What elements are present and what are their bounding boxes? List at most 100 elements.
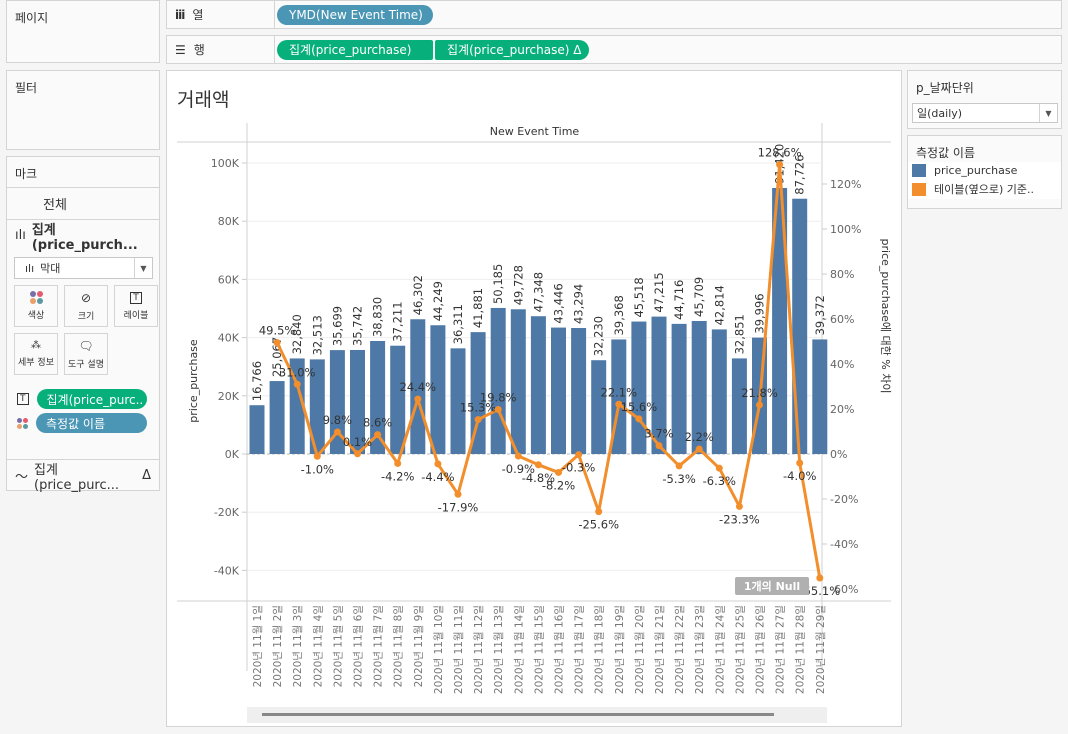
color-pill[interactable]: 측정값 이름 <box>36 413 147 433</box>
pct-diff-point <box>575 451 583 459</box>
bar-value-label: 44,716 <box>672 280 686 320</box>
bar-chart-icon: ılı <box>25 261 35 275</box>
bar <box>671 323 687 454</box>
bar-value-label: 32,840 <box>290 314 304 354</box>
pct-diff-label: 8.6% <box>363 416 392 430</box>
columns-shelf[interactable]: iii 열 YMD(New Event Time) <box>166 0 1062 29</box>
bar <box>350 349 365 454</box>
bar-value-label: 16,766 <box>250 361 264 401</box>
horizontal-scrollbar-thumb[interactable] <box>262 713 774 716</box>
delta-icon: Δ <box>142 468 151 483</box>
size-icon: ⊘ <box>80 290 92 305</box>
bar <box>510 309 526 454</box>
bar-value-label: 37,211 <box>391 301 405 341</box>
pct-diff-point <box>796 459 804 467</box>
rows-pill-price[interactable]: 집계(price_purchase) <box>277 39 433 60</box>
pct-diff-point <box>434 460 442 468</box>
y2-tick-label: -20% <box>830 493 858 506</box>
pct-diff-label: 3.7% <box>644 427 673 441</box>
bar <box>530 316 546 454</box>
null-badge-label: 1개의 Null <box>744 579 800 593</box>
y-tick-label: 80K <box>218 215 240 228</box>
x-tick-label: 2020년 11월 26일 <box>754 605 767 694</box>
rows-icon: ☰ <box>175 42 186 57</box>
pct-diff-label: 22.1% <box>601 385 638 399</box>
bar-value-label: 49,728 <box>511 265 525 305</box>
bar-value-label: 36,311 <box>451 304 465 344</box>
pct-diff-label: -5.3% <box>662 472 695 486</box>
date-unit-dropdown[interactable]: 일(daily) ▼ <box>912 103 1058 123</box>
columns-pill-ymd[interactable]: YMD(New Event Time) <box>277 4 433 25</box>
color-pill-row: 측정값 이름 <box>17 413 147 433</box>
filters-card[interactable]: 필터 <box>6 70 160 150</box>
pct-diff-point <box>695 445 703 453</box>
bar <box>390 345 406 454</box>
bar-value-label: 44,249 <box>431 281 445 321</box>
size-button[interactable]: ⊘ 크기 <box>64 285 108 327</box>
bar-value-label: 43,446 <box>552 283 566 323</box>
rows-shelf[interactable]: ☰ 행 집계(price_purchase) 집계(price_purchase… <box>166 35 1062 64</box>
x-tick-label: 2020년 11월 15일 <box>532 605 545 694</box>
x-tick-label: 2020년 11월 29일 <box>814 605 827 694</box>
mark-type-dropdown[interactable]: ılı 막대 ▼ <box>14 257 153 279</box>
x-tick-label: 2020년 11월 5일 <box>331 605 344 687</box>
x-tick-label: 2020년 11월 4일 <box>311 605 324 687</box>
pct-diff-point <box>414 395 422 403</box>
pct-diff-label: -4.2% <box>381 469 414 483</box>
bar <box>450 348 466 454</box>
legend-item-price[interactable]: price_purchase <box>908 162 1061 179</box>
pct-diff-point <box>756 401 763 409</box>
pct-diff-point <box>776 161 784 169</box>
bar <box>370 341 386 454</box>
pct-diff-point <box>514 452 522 460</box>
x-tick-label: 2020년 11월 12일 <box>472 605 485 694</box>
legend-title: 측정값 이름 <box>916 146 976 160</box>
pct-diff-label: 21.8% <box>741 386 778 400</box>
pct-diff-label: 24.4% <box>400 380 437 394</box>
columns-icon: iii <box>175 7 185 22</box>
pct-diff-label: -8.2% <box>542 478 575 492</box>
pct-diff-label: -4.4% <box>421 470 454 484</box>
y-tick-label: 60K <box>218 273 240 286</box>
y-tick-label: 100K <box>211 157 240 170</box>
pct-diff-point <box>635 415 643 423</box>
y-tick-label: 20K <box>218 390 240 403</box>
x-tick-label: 2020년 11월 19일 <box>613 605 626 694</box>
pct-diff-point <box>555 468 562 476</box>
y2-axis-title: price_purchase에 대한 % 차이 <box>879 239 892 394</box>
pct-diff-point <box>354 450 361 458</box>
bar-value-label: 42,814 <box>712 285 726 325</box>
marks-line-tab[interactable]: 〜 집계(price_purc... Δ <box>7 459 159 493</box>
bar-value-label: 39,996 <box>753 293 767 333</box>
bar <box>792 198 808 454</box>
pages-title: 페이지 <box>15 11 49 25</box>
label-pill[interactable]: 집계(price_purc.. <box>36 389 147 409</box>
x-tick-label: 2020년 11월 7일 <box>372 605 385 687</box>
bar-value-label: 87,726 <box>793 154 807 194</box>
bar-value-label: 41,881 <box>471 288 485 328</box>
pct-diff-label: -55.1% <box>799 584 840 598</box>
bar <box>269 381 285 454</box>
label-button[interactable]: T 레이블 <box>114 285 158 327</box>
x-tick-label: 2020년 11월 6일 <box>352 605 365 687</box>
pct-diff-label: -1.0% <box>301 462 334 476</box>
x-tick-label: 2020년 11월 1일 <box>251 605 264 687</box>
x-tick-label: 2020년 11월 18일 <box>593 605 606 694</box>
rows-pill-price-delta[interactable]: 집계(price_purchase) Δ <box>435 39 589 60</box>
legend-item-pct[interactable]: 테이블(옆으로) 기준.. <box>908 179 1061 199</box>
x-tick-label: 2020년 11월 16일 <box>553 605 566 694</box>
y-tick-label: -20K <box>214 506 240 519</box>
pct-diff-label: -25.6% <box>578 518 619 532</box>
x-tick-label: 2020년 11월 13일 <box>492 605 505 694</box>
tooltip-button[interactable]: 🗨 도구 설명 <box>64 333 108 375</box>
marks-bar-tab[interactable]: ılı 집계(price_purch... <box>7 219 159 253</box>
y2-tick-label: 100% <box>830 223 861 236</box>
color-button[interactable]: 색상 <box>14 285 58 327</box>
marks-all-tab[interactable]: 전체 <box>7 187 159 219</box>
color-dots-icon <box>29 291 43 304</box>
marks-card: 마크 전체 ılı 집계(price_purch... ılı 막대 ▼ 색상 … <box>6 156 160 493</box>
bar-value-label: 45,709 <box>692 277 706 317</box>
detail-button[interactable]: ⁂ 세부 정보 <box>14 333 58 375</box>
pct-diff-point <box>615 400 623 408</box>
pages-card: 페이지 <box>6 0 160 63</box>
